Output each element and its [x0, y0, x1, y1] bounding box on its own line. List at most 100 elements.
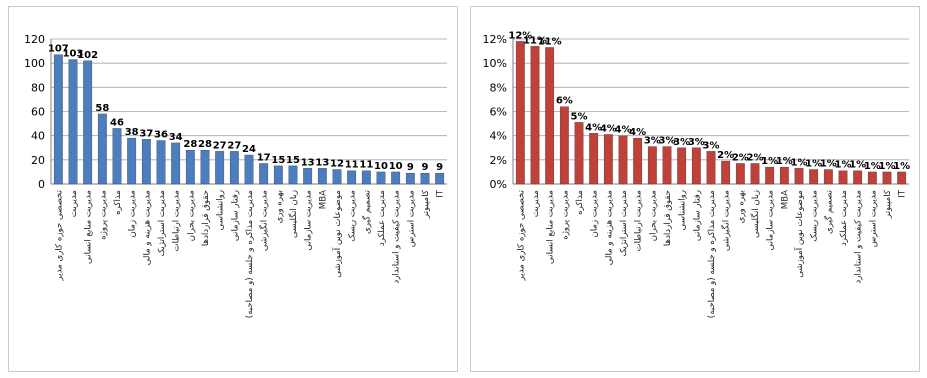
- data-label: 12%: [508, 30, 532, 41]
- data-label: 1%: [879, 161, 896, 172]
- y-tick-label: 120: [24, 33, 45, 46]
- data-label: 10: [374, 161, 388, 172]
- data-label: 34: [169, 132, 183, 143]
- data-label: 13: [301, 157, 315, 168]
- category-label: مدیریت منابع انسانی: [84, 190, 94, 264]
- category-label: مدیریت عملکرد: [839, 190, 849, 246]
- bar: [97, 113, 107, 185]
- data-label: 17: [257, 152, 271, 163]
- bar: [259, 163, 269, 185]
- bar: [244, 154, 254, 185]
- bar: [559, 106, 569, 185]
- category-label: مدیریت هزینه و مالی: [142, 190, 152, 265]
- bar: [779, 166, 789, 185]
- bar: [127, 137, 137, 185]
- category-label: مدیریت هزینه و مالی: [604, 190, 614, 265]
- data-label: 9: [436, 162, 443, 173]
- category-label: مدیریت عملکرد: [377, 190, 387, 246]
- category-label: مدیریت کیفیت و استاندارد: [854, 190, 864, 284]
- category-label: مدیریت کیفیت و استاندارد: [392, 190, 402, 284]
- category-label: تصمیم گیری: [823, 189, 834, 234]
- data-label: 1%: [820, 159, 837, 170]
- category-label: مدیریت ارتباطات: [172, 190, 182, 252]
- y-tick-label: 12%: [483, 33, 507, 46]
- data-label: 37: [139, 128, 153, 139]
- bar: [112, 128, 122, 185]
- category-label: مدیریت بحران: [648, 190, 658, 241]
- category-label: مدیریت زمان: [128, 190, 138, 238]
- bar: [677, 147, 687, 185]
- data-label: 2%: [732, 152, 749, 163]
- bar: [882, 171, 892, 185]
- bar: [361, 170, 371, 185]
- data-label: 1%: [791, 157, 808, 168]
- category-label: مدیریت مذاکره و جلسه (و مصاحبه): [707, 190, 717, 318]
- category-label: مدیریت پروژه: [98, 190, 108, 240]
- y-tick-label: 0: [38, 178, 45, 191]
- bar: [141, 139, 151, 185]
- category-label: مدیریت انگیزشی: [721, 190, 732, 251]
- category-label: مذاکره: [575, 190, 585, 215]
- category-label: مدیریت استرس: [406, 190, 416, 247]
- data-label: 11: [345, 160, 359, 171]
- y-tick-label: 40: [31, 130, 45, 143]
- bar: [405, 172, 415, 185]
- data-label: 15: [286, 155, 300, 166]
- category-label: تخصصی حوزه کاری مدیر: [54, 189, 64, 281]
- bar: [156, 140, 166, 185]
- y-tick-label: 4%: [490, 130, 507, 143]
- y-tick-label: 6%: [490, 106, 507, 119]
- data-label: 1%: [849, 160, 866, 171]
- bar: [618, 135, 628, 185]
- category-label: مدیریت استرس: [868, 190, 878, 247]
- bar: [332, 169, 342, 185]
- bar: [68, 59, 78, 185]
- data-label: 3%: [673, 137, 690, 148]
- category-label: MBA: [780, 190, 790, 209]
- bar: [721, 160, 731, 185]
- data-label: 11%: [538, 36, 562, 47]
- bar: [574, 122, 584, 185]
- data-label: 103: [63, 49, 84, 60]
- data-label: 107: [48, 44, 69, 55]
- bar: [530, 46, 540, 185]
- category-label: مدیریت بحران: [186, 190, 196, 241]
- data-label: 36: [154, 130, 168, 141]
- category-label: مدیریت: [69, 190, 79, 217]
- bar: [83, 60, 93, 185]
- bar: [691, 147, 701, 185]
- category-label: مدیریت سازمانی: [304, 190, 314, 251]
- chart-panel-counts: 0 20 40 60 80 100 120 107 تخصصی حوزه کاری مدیر 10…: [8, 6, 458, 372]
- bar: [545, 47, 555, 185]
- y-tick-label: 8%: [490, 81, 507, 94]
- data-label: 28: [183, 139, 197, 150]
- bar: [185, 150, 195, 185]
- category-label: مدیریت زمان: [590, 190, 600, 238]
- data-label: 4%: [615, 125, 632, 136]
- bar: [317, 168, 327, 185]
- bar: [273, 165, 283, 185]
- bar: [303, 168, 313, 185]
- category-label: بهره وری: [274, 190, 284, 223]
- bar: [765, 166, 775, 185]
- data-label: 27: [213, 140, 227, 151]
- bar: [171, 142, 181, 185]
- category-label: مدیریت استراتژیک: [619, 190, 629, 256]
- data-label: 46: [110, 117, 124, 128]
- bar: [809, 169, 819, 185]
- data-label: 4%: [600, 123, 617, 134]
- bar: [200, 150, 210, 185]
- category-label: تصمیم گیری: [361, 189, 372, 234]
- data-label: 4%: [629, 127, 646, 138]
- bar: [750, 163, 760, 185]
- y-tick-label: 10%: [483, 57, 507, 70]
- data-label: 12: [330, 159, 344, 170]
- category-label: مدیریت ارتباطات: [634, 190, 644, 252]
- bar: [229, 151, 239, 185]
- data-label: 6%: [556, 96, 573, 107]
- data-label: 13: [315, 157, 329, 168]
- data-label: 2%: [747, 152, 764, 163]
- bar: [633, 137, 643, 185]
- category-label: زبان انگلیسی: [750, 190, 761, 238]
- bar: [838, 170, 848, 185]
